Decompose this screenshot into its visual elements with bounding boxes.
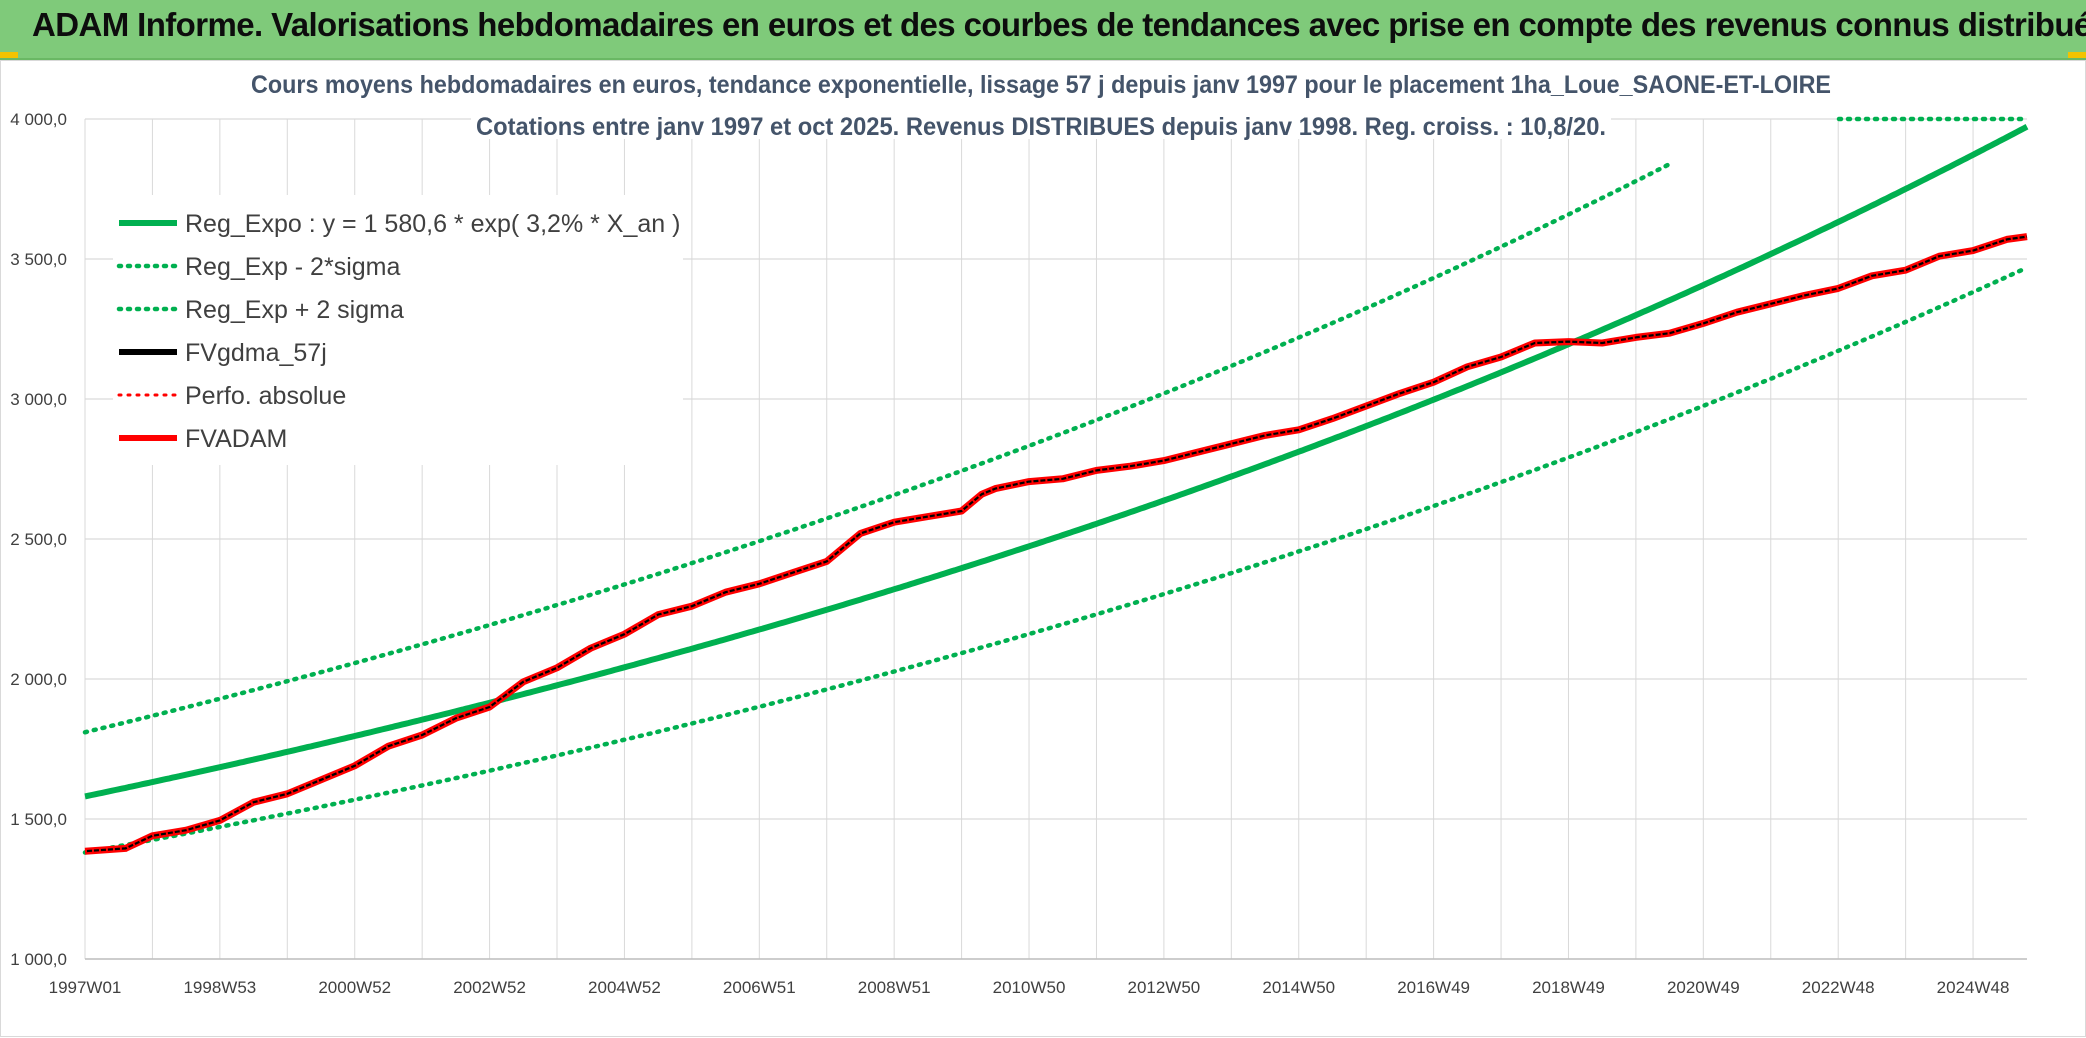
report-title: ADAM Informe. Valorisations hebdomadaire… [32,6,2086,43]
title-bg [241,65,1836,103]
x-tick-label: 2024W48 [1937,978,2010,997]
y-tick-label: 2 500,0 [10,530,67,549]
chart-area: 1 000,0 1 500,0 2 000,0 2 500,0 3 000,0 3 500… [0,60,2086,1037]
series-reg-minus-2sigma [82,265,2030,855]
x-tick-label: 2016W49 [1397,978,1470,997]
series-reg-expo [84,124,2029,800]
corner-accent-right [2068,52,2086,58]
x-tick-label: 2006W51 [723,978,796,997]
y-tick-label: 1 500,0 [10,810,67,829]
legend-label: Reg_Expo : y = 1 580,6 * exp( 3,2% * X_a… [185,210,680,238]
legend-label: FVgdma_57j [185,339,327,367]
legend-label: Perfo. absolue [185,382,346,410]
x-tick-label: 2008W51 [858,978,931,997]
x-tick-label: 2002W52 [453,978,526,997]
subtitle-bg [471,101,1611,139]
legend-label: FVADAM [185,425,287,453]
x-tick-label: 1997W01 [49,978,122,997]
corner-accent-left [0,52,18,58]
y-tick-label: 2 000,0 [10,670,67,689]
y-tick-label: 3 000,0 [10,390,67,409]
y-tick-label: 3 500,0 [10,250,67,269]
x-tick-label: 2004W52 [588,978,661,997]
x-tick-label: 2010W50 [993,978,1066,997]
legend-bg [113,195,683,465]
x-tick-label: 2014W50 [1262,978,1335,997]
x-tick-label: 2020W49 [1667,978,1740,997]
series-reg-plus-2sigma [82,160,1676,735]
chart-title: Cours moyens hebdomadaires en euros, ten… [251,71,1831,99]
x-tick-label: 1998W53 [183,978,256,997]
y-tick-label: 1 000,0 [10,950,67,969]
series-perfo-absolue [84,235,2028,853]
x-tick-label: 2022W48 [1802,978,1875,997]
x-tick-label: 2000W52 [318,978,391,997]
x-tick-label: 2012W50 [1127,978,1200,997]
y-tick-label: 4 000,0 [10,110,67,129]
x-tick-label: 2018W49 [1532,978,1605,997]
legend-label: Reg_Exp - 2*sigma [185,253,400,281]
legend-label: Reg_Exp + 2 sigma [185,296,404,324]
chart-subtitle: Cotations entre janv 1997 et oct 2025. R… [476,113,1606,141]
line-chart: 1 000,0 1 500,0 2 000,0 2 500,0 3 000,0 3 500… [10,65,2030,997]
report-banner: ADAM Informe. Valorisations hebdomadaire… [0,0,2086,60]
